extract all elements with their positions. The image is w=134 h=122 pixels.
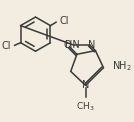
- Text: O: O: [63, 40, 71, 50]
- Text: Cl: Cl: [59, 16, 69, 26]
- Text: Cl: Cl: [2, 41, 11, 51]
- Text: N: N: [82, 80, 89, 90]
- Text: N: N: [88, 40, 96, 50]
- Text: NH$_2$: NH$_2$: [112, 59, 132, 73]
- Text: CH$_3$: CH$_3$: [76, 101, 95, 113]
- Text: HN: HN: [65, 40, 79, 50]
